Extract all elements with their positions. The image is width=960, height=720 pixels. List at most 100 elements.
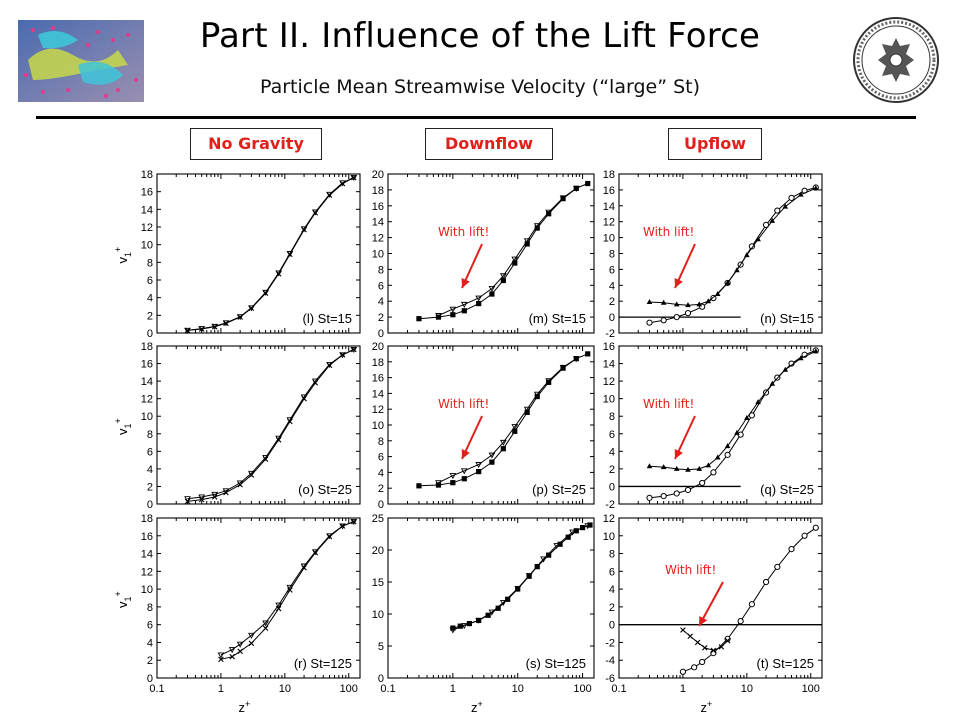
y-tick-label: 0 <box>609 481 615 493</box>
y-tick-label: 18 <box>372 357 384 369</box>
y-tick-label: 0 <box>609 620 615 632</box>
y-tick-label: 10 <box>141 411 153 423</box>
data-point <box>569 529 576 536</box>
y-tick-label: 16 <box>141 359 153 371</box>
data-point <box>813 348 819 354</box>
y-tick-label: -2 <box>605 499 615 511</box>
data-point <box>560 196 566 202</box>
data-point <box>222 488 230 495</box>
data-point <box>450 312 456 318</box>
data-point <box>457 623 463 629</box>
panel-1: 0 2 4 6 8 10 12 14 16 18 (l) St=15 v1+ <box>113 169 361 340</box>
y-tick-label: -2 <box>605 328 615 340</box>
data-point <box>461 308 467 314</box>
data-point <box>339 523 346 530</box>
data-point <box>236 480 244 487</box>
panel-label: (s) St=125 <box>526 656 586 671</box>
panel-label: (o) St=25 <box>298 482 352 497</box>
x-tick-label: 100 <box>573 683 591 695</box>
data-point <box>646 319 653 326</box>
panel-6: -2 0 2 4 6 8 10 12 14 16 (q) St=25 With lift! <box>603 341 823 511</box>
data-point <box>511 424 519 431</box>
data-point <box>460 623 468 630</box>
y-tick-label: 4 <box>378 467 384 479</box>
data-point <box>673 314 680 321</box>
y-tick-label: 10 <box>603 394 615 406</box>
panel-7: 0 2 4 6 8 10 12 14 16 18 0.1 1 10 100 z+ (r) St=125 v1+ <box>113 513 361 715</box>
y-tick-label: 12 <box>603 513 615 525</box>
data-point <box>339 352 346 359</box>
y-tick-label: 16 <box>141 187 153 199</box>
title-rule <box>36 116 916 119</box>
data-point <box>812 524 819 531</box>
data-point <box>236 641 244 648</box>
data-point <box>262 455 269 461</box>
data-point <box>660 299 667 305</box>
data-point <box>687 633 693 640</box>
data-point <box>545 209 553 216</box>
data-point <box>184 327 191 334</box>
data-point <box>311 378 319 385</box>
y-tick-label: 4 <box>609 446 615 458</box>
data-point <box>275 270 283 277</box>
data-point <box>237 648 243 655</box>
data-point <box>788 546 795 553</box>
y-tick-label: 0 <box>609 312 615 324</box>
data-point <box>475 295 483 302</box>
y-tick-label: 8 <box>147 602 153 614</box>
data-point <box>724 279 731 285</box>
data-point <box>198 326 206 333</box>
data-point <box>286 251 294 258</box>
y-tick-label: 16 <box>141 531 153 543</box>
data-point <box>499 273 507 280</box>
y-tick-label: 14 <box>141 204 153 216</box>
x-axis-title: z+ <box>239 699 251 715</box>
data-point <box>525 573 533 580</box>
data-point <box>350 347 358 354</box>
data-point <box>300 394 308 401</box>
data-point <box>546 211 552 217</box>
y-tick-label: -6 <box>605 673 615 685</box>
data-point <box>262 620 269 627</box>
data-point <box>557 541 563 547</box>
col-label-no-gravity: No Gravity <box>190 128 322 160</box>
data-point <box>559 364 567 371</box>
y-tick-label: 0 <box>378 673 384 685</box>
y-tick-label: 20 <box>372 169 384 181</box>
data-point <box>774 207 781 214</box>
data-point <box>691 664 698 671</box>
data-point <box>679 668 687 675</box>
data-point <box>699 479 706 487</box>
y-tick-label: 0 <box>378 499 384 511</box>
y-tick-label: -2 <box>605 637 615 649</box>
data-point <box>350 519 358 526</box>
y-tick-label: 12 <box>372 233 384 245</box>
data-point <box>228 647 236 654</box>
data-point <box>565 534 571 540</box>
data-point <box>500 446 506 452</box>
y-tick-label: 10 <box>372 249 384 261</box>
with-lift-annotation: With lift! <box>438 225 489 239</box>
y-tick-label: 12 <box>141 394 153 406</box>
data-point <box>485 612 491 618</box>
y-tick-label: 6 <box>147 620 153 632</box>
y-tick-label: 2 <box>378 483 384 495</box>
y-tick-label: 6 <box>147 446 153 458</box>
data-point <box>694 639 701 646</box>
data-point <box>262 289 269 296</box>
x-axis-title: z+ <box>471 699 483 715</box>
x-tick-label: 100 <box>802 683 820 695</box>
data-point <box>710 650 717 657</box>
y-tick-label: 2 <box>147 310 153 322</box>
data-point <box>262 625 269 632</box>
y-tick-label: 14 <box>141 549 153 561</box>
annotation-arrowhead <box>674 277 683 288</box>
x-tick-label: 1 <box>680 683 686 695</box>
data-point <box>523 238 531 245</box>
data-point <box>300 226 308 233</box>
panel-4: 0 2 4 6 8 10 12 14 16 18 (o) St=25 v1+ <box>113 341 361 511</box>
x-tick-label: 0.1 <box>611 683 626 695</box>
plot-frame <box>156 345 361 505</box>
plot-frame <box>156 173 361 334</box>
y-tick-label: 14 <box>372 388 384 400</box>
